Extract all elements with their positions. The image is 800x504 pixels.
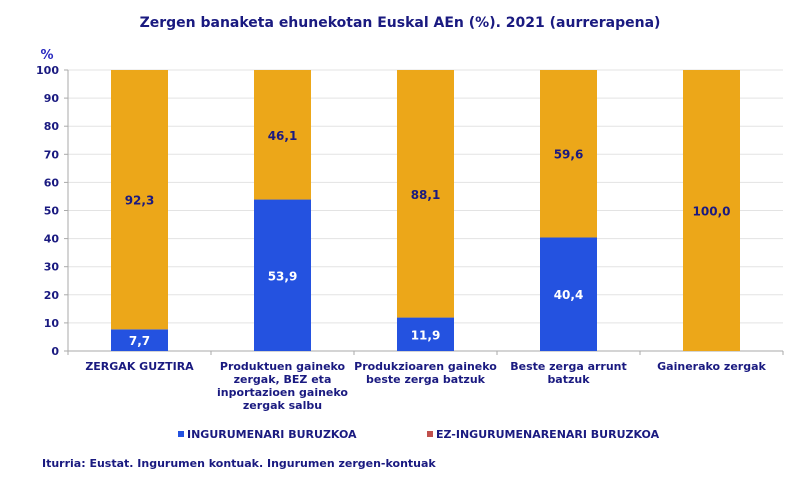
y-tick-label: 50 (44, 205, 60, 218)
y-tick-label: 70 (44, 148, 60, 161)
data-label: 7,7 (129, 334, 150, 348)
x-tick-label: beste zerga batzuk (366, 373, 486, 386)
bar-segment (683, 70, 740, 351)
data-label: 100,0 (693, 205, 731, 219)
legend-label: INGURUMENARI BURUZKOA (187, 428, 357, 441)
y-tick-label: 90 (44, 92, 60, 105)
x-tick-label: Beste zerga arrunt (510, 360, 627, 373)
x-tick-label: zergak salbu (243, 399, 322, 412)
y-tick-label: 60 (44, 176, 60, 189)
y-tick-label: 10 (44, 317, 60, 330)
data-label: 59,6 (554, 148, 584, 162)
y-axis-label: % (40, 48, 53, 63)
data-label: 53,9 (268, 269, 298, 283)
x-tick-label: Produkzioaren gaineko (354, 360, 497, 373)
bar-segment (111, 329, 168, 351)
data-label: 92,3 (125, 194, 155, 208)
y-tick-label: 40 (44, 233, 60, 246)
data-label: 88,1 (411, 188, 441, 202)
x-tick-label: batzuk (547, 373, 590, 386)
x-tick-label: Gainerako zergak (657, 360, 766, 373)
bar-segment (397, 70, 454, 318)
y-tick-label: 0 (51, 345, 59, 358)
y-tick-label: 100 (36, 64, 59, 77)
y-tick-label: 80 (44, 120, 60, 133)
bar-segment (254, 70, 311, 200)
x-tick-label: inportazioen gaineko (217, 386, 348, 399)
x-tick-label: zergak, BEZ eta (234, 373, 332, 386)
legend-label: EZ-INGURUMENARENARI BURUZKOA (436, 428, 660, 441)
bar-segment (111, 70, 168, 330)
bar-segment (540, 70, 597, 238)
bar-segment (254, 199, 311, 351)
x-tick-label: Produktuen gaineko (220, 360, 346, 373)
legend-marker (178, 431, 184, 437)
source-note: Iturria: Eustat. Ingurumen kontuak. Ingu… (42, 457, 436, 470)
data-label: 40,4 (554, 288, 584, 302)
x-tick-label: ZERGAK GUZTIRA (85, 360, 194, 373)
legend-marker (427, 431, 433, 437)
bar-segment (540, 237, 597, 351)
y-tick-label: 20 (44, 289, 60, 302)
data-label: 46,1 (268, 129, 298, 143)
y-tick-label: 30 (44, 261, 60, 274)
bar-segment (397, 317, 454, 351)
chart-title: Zergen banaketa ehunekotan Euskal AEn (%… (140, 15, 661, 31)
data-label: 11,9 (411, 328, 441, 342)
